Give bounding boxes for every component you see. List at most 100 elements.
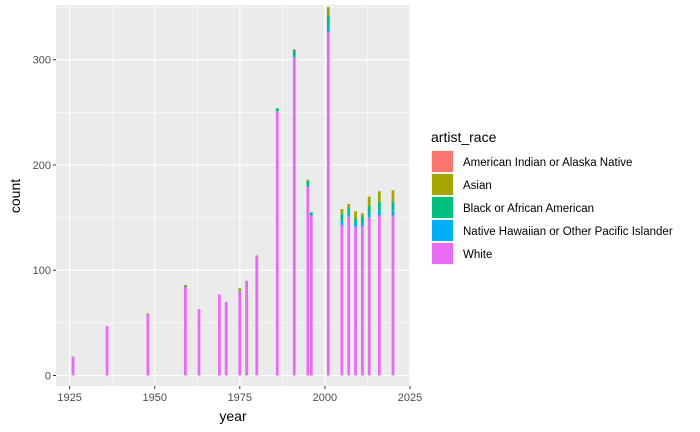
bar-stack: [255, 255, 259, 376]
x-tick-label: 1925: [57, 392, 81, 404]
bar-stack: [347, 203, 351, 376]
bar-segment: [71, 356, 75, 376]
bar-segment: [183, 284, 187, 287]
bar-stack: [238, 288, 242, 376]
y-axis-title: count: [7, 179, 23, 213]
bar-stack: [146, 313, 150, 376]
bar-segment: [340, 214, 344, 221]
legend-swatch: [432, 197, 453, 218]
legend-label: Asian: [463, 180, 492, 192]
y-tick-label: 100: [33, 265, 51, 277]
bar-stack: [224, 301, 228, 376]
x-axis: 1925 1950 1975 2000 2025: [57, 386, 422, 404]
minor-gridlines: [56, 5, 410, 386]
bar-segment: [377, 215, 381, 376]
bar-stack: [340, 209, 344, 376]
bar-segment: [360, 216, 364, 223]
bar-segment: [326, 15, 330, 27]
bar-stack: [105, 326, 109, 376]
bar-segment: [367, 196, 371, 207]
y-axis: 0 100 200 300: [33, 55, 56, 382]
bar-segment: [391, 215, 395, 376]
bar-segment: [292, 56, 296, 58]
bar-segment: [326, 7, 330, 16]
bar-stack: [377, 191, 381, 376]
legend-swatch: [432, 151, 453, 172]
bar-segment: [224, 301, 228, 376]
y-tick-label: 300: [33, 55, 51, 67]
y-tick-label: 0: [45, 370, 51, 382]
bar-stack: [309, 212, 313, 376]
plot-panel: [56, 5, 410, 386]
bar-segment: [275, 111, 279, 376]
bar-segment: [197, 309, 201, 376]
x-axis-title: year: [219, 408, 247, 424]
bar-segment: [238, 291, 242, 376]
bar-segment: [275, 108, 279, 112]
bar-segment: [347, 208, 351, 214]
bar-segment: [340, 224, 344, 376]
bar-stack: [367, 196, 371, 376]
bar-segment: [306, 180, 310, 187]
legend-swatch: [432, 220, 453, 241]
bar-segment: [238, 288, 242, 291]
x-tick-label: 1950: [142, 392, 166, 404]
bar-segment: [255, 255, 259, 257]
bar-segment: [367, 217, 371, 376]
bar-segment: [292, 57, 296, 376]
bars-layer: [71, 7, 395, 376]
bar-segment: [217, 294, 221, 376]
bar-segment: [326, 26, 330, 33]
bar-segment: [183, 287, 187, 376]
bar-segment: [245, 280, 249, 376]
bar-segment: [340, 220, 344, 225]
bar-segment: [326, 32, 330, 376]
bar-segment: [255, 256, 259, 376]
legend-label: White: [463, 249, 492, 261]
bar-stack: [306, 179, 310, 376]
bar-segment: [105, 326, 109, 376]
bar-stack: [326, 7, 330, 376]
bar-segment: [354, 227, 357, 376]
bar-segment: [306, 179, 310, 181]
bar-segment: [306, 186, 310, 188]
legend: artist_race American Indian or Alaska Na…: [431, 129, 673, 265]
bar-stack: [71, 356, 75, 376]
bar-segment: [306, 187, 310, 376]
bar-stack: [275, 108, 279, 376]
bar-stack: [183, 284, 187, 376]
bar-stack: [354, 211, 357, 376]
bar-segment: [391, 201, 395, 211]
legend-label: Native Hawaiian or Other Pacific Islande…: [463, 226, 673, 238]
bar-segment: [347, 216, 351, 376]
legend-label: Black or African American: [463, 203, 594, 215]
bar-segment: [238, 290, 242, 292]
bar-segment: [309, 215, 313, 376]
bar-segment: [347, 203, 351, 209]
legend-label: American Indian or Alaska Native: [463, 157, 632, 169]
bar-segment: [367, 213, 371, 218]
bar-segment: [360, 222, 364, 227]
bar-segment: [377, 210, 381, 216]
bar-segment: [377, 191, 381, 202]
y-tick-label: 200: [33, 160, 51, 172]
bar-segment: [391, 210, 395, 216]
bar-segment: [183, 286, 187, 288]
x-tick-label: 2000: [313, 392, 337, 404]
legend-swatch: [432, 174, 453, 195]
bar-segment: [146, 314, 150, 376]
bar-stack: [197, 309, 201, 376]
bar-segment: [391, 190, 395, 202]
bar-segment: [292, 49, 296, 51]
bar-segment: [377, 201, 381, 211]
bar-segment: [309, 212, 313, 216]
bar-segment: [340, 209, 344, 215]
bar-stack: [245, 280, 249, 376]
bar-segment: [354, 218, 357, 224]
legend-title: artist_race: [431, 129, 497, 145]
bar-stack: [391, 190, 395, 376]
bar-stack: [217, 294, 221, 376]
bar-stack: [292, 49, 296, 376]
bar-segment: [360, 213, 364, 217]
